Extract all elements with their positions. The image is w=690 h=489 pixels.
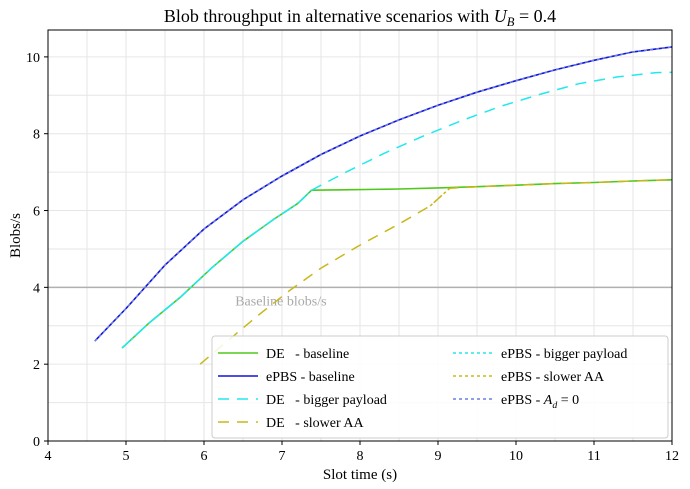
legend-label-3: DE - slower AA bbox=[266, 416, 364, 431]
x-tick-label: 6 bbox=[201, 449, 208, 464]
series-line-3 bbox=[199, 179, 673, 365]
x-tick-label: 11 bbox=[587, 449, 600, 464]
reference-line-group: Baseline blobs/s bbox=[48, 286, 672, 309]
y-tick-label: 8 bbox=[33, 128, 40, 143]
y-tick-label: 6 bbox=[33, 205, 40, 220]
legend-box bbox=[211, 335, 669, 439]
series-group bbox=[94, 46, 673, 365]
legend-label-2: DE - bigger payload bbox=[266, 393, 387, 408]
series-line-0 bbox=[121, 179, 673, 349]
x-tick-label: 7 bbox=[279, 449, 286, 464]
x-axis-label: Slot time (s) bbox=[323, 467, 397, 483]
series-line-6 bbox=[94, 46, 673, 342]
legend: DE - baseline ePBS - baseline DE - bigger … bbox=[211, 335, 669, 439]
y-tick-label: 2 bbox=[33, 358, 40, 373]
y-axis-label: Blobs/s bbox=[8, 213, 24, 258]
axes-ticks: 4 5 6 7 8 9 10 11 12 0 2 4 6 8 10 bbox=[26, 51, 679, 464]
x-tick-label: 10 bbox=[509, 449, 523, 464]
y-tick-label: 4 bbox=[33, 281, 40, 296]
baseline-reference-label: Baseline blobs/s bbox=[235, 294, 326, 309]
y-tick-label: 0 bbox=[33, 435, 40, 450]
x-tick-label: 12 bbox=[665, 449, 679, 464]
x-tick-label: 5 bbox=[123, 449, 130, 464]
legend-label-1: ePBS - baseline bbox=[266, 370, 355, 385]
chart-title: Blob throughput in alternative scenarios… bbox=[164, 6, 556, 29]
series-line-2 bbox=[121, 71, 673, 349]
legend-label-4: ePBS - bigger payload bbox=[501, 347, 627, 362]
x-tick-label: 4 bbox=[45, 449, 52, 464]
x-tick-label: 8 bbox=[357, 449, 364, 464]
x-tick-label: 9 bbox=[435, 449, 442, 464]
series-line-5 bbox=[429, 187, 451, 207]
legend-label-5: ePBS - slower AA bbox=[501, 370, 605, 385]
legend-label-0: DE - baseline bbox=[266, 347, 349, 362]
y-tick-label: 10 bbox=[26, 51, 40, 66]
series-line-4 bbox=[121, 189, 313, 349]
legend-label-6: ePBS - Ad = 0 bbox=[501, 393, 579, 411]
